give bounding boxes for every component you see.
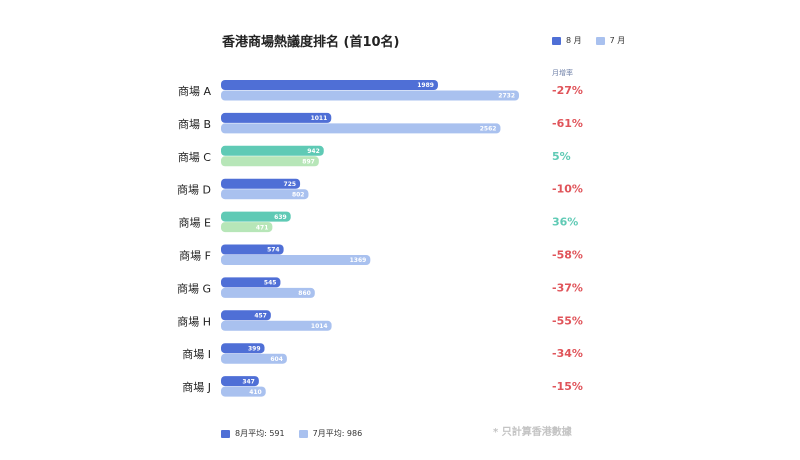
bar-aug [221,277,281,288]
bar-jul [221,320,332,331]
average-item-jul: 7月平均: 986 [298,428,363,439]
category-label: 商場 G [177,281,211,295]
data-label-jul: 1014 [311,323,328,330]
category-label: 商場 J [182,380,211,394]
footnote: * 只計算香港數據 [493,427,572,438]
category-label: 商場 A [178,84,211,98]
bar-aug [221,244,284,255]
data-label-aug: 1011 [311,115,328,122]
bar-jul [221,222,273,233]
bar-jul [221,90,519,101]
change-label: -10% [552,183,583,196]
legend-swatch-aug [552,36,561,45]
data-label-aug: 457 [254,313,267,320]
data-label-aug: 725 [284,181,297,188]
legend-label-aug: 8 月 [566,36,582,45]
legend: 8 月 7 月 [552,35,639,46]
average-label-aug: 8月平均: 591 [235,429,285,438]
average-legend: 8月平均: 591 7月平均: 986 [221,428,376,439]
bar-jul [221,386,266,397]
data-label-aug: 639 [274,214,287,221]
data-label-jul: 897 [302,159,315,166]
legend-swatch-jul [595,36,605,45]
change-label: -37% [552,281,583,294]
bar-aug [221,211,291,222]
category-label: 商場 E [179,216,211,230]
data-label-jul: 2562 [480,126,497,133]
chart-title: 香港商場熱議度排名 (首10名) [222,35,400,50]
legend-item-jul: 7 月 [595,35,626,46]
category-label: 商場 H [177,314,211,328]
category-label: 商場 D [177,183,211,197]
average-label-jul: 7月平均: 986 [312,429,363,438]
average-item-aug: 8月平均: 591 [221,428,285,439]
category-label: 商場 C [178,150,211,164]
bar-aug [221,112,332,123]
average-swatch-aug [221,429,230,438]
bar-aug [221,310,271,321]
category-label: 商場 I [182,347,211,361]
bar-jul [221,255,371,265]
change-label: -34% [552,347,583,360]
data-label-jul: 2732 [498,93,515,100]
legend-item-aug: 8 月 [552,35,582,46]
bar-jul [221,353,287,364]
data-label-jul: 1369 [350,257,367,264]
category-label: 商場 B [178,117,211,131]
change-label: -55% [552,314,583,327]
legend-label-jul: 7 月 [609,36,626,45]
bar-aug [221,178,301,189]
bar-aug [221,343,265,354]
data-label-aug: 399 [248,345,261,352]
bar-jul [221,189,309,200]
data-label-jul: 410 [249,389,262,396]
data-label-aug: 942 [307,148,320,155]
data-label-jul: 471 [256,224,269,231]
change-header: 月增率 [552,69,573,77]
data-label-jul: 860 [298,290,311,297]
data-label-aug: 347 [242,378,255,385]
data-label-aug: 574 [267,247,280,254]
change-label: -61% [552,117,583,130]
bar-jul [221,287,315,298]
category-label: 商場 F [179,249,211,263]
change-label: -27% [552,84,583,97]
bar-aug [221,376,259,387]
bar-jul [221,156,319,167]
data-label-jul: 802 [292,191,305,198]
change-label: -15% [552,380,583,393]
change-label: 5% [552,150,571,163]
data-label-aug: 545 [264,280,277,287]
bar-aug [221,80,438,90]
change-label: 36% [552,216,578,229]
bar-aug [221,145,324,156]
data-label-aug: 1989 [417,82,434,89]
bar-jul [221,123,501,134]
change-label: -58% [552,249,583,262]
data-label-jul: 604 [270,356,283,363]
average-swatch-jul [298,429,308,438]
